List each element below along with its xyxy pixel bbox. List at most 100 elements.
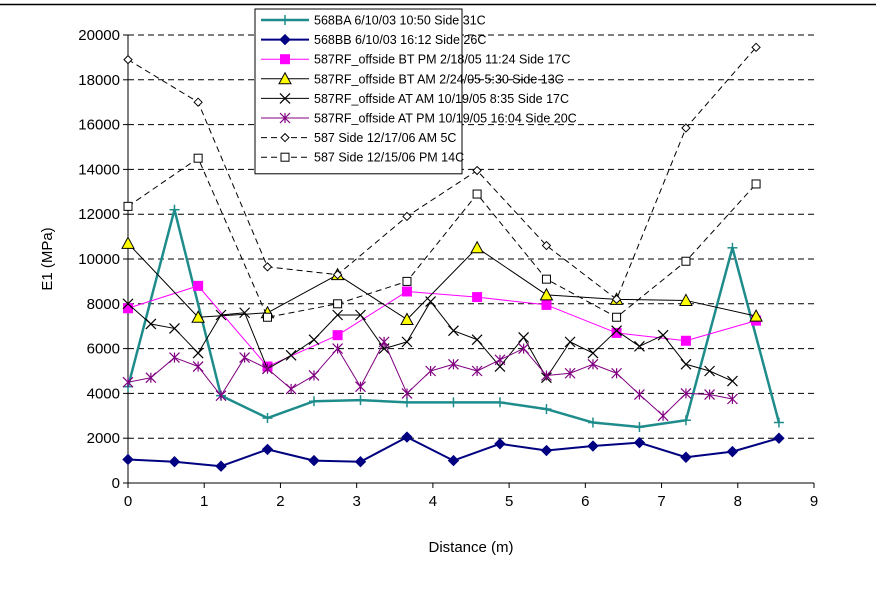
series-1: [123, 204, 784, 432]
legend-item: 587RF_offside AT PM 10/19/05 16:04 Side …: [261, 112, 577, 126]
data-point: [541, 404, 552, 415]
data-point: [308, 370, 320, 381]
data-point: [539, 287, 554, 301]
data-point: [239, 307, 251, 319]
data-point: [215, 390, 227, 402]
data-point: [308, 454, 320, 467]
data-point: [215, 460, 227, 472]
data-point: [448, 358, 459, 370]
data-point: [280, 152, 290, 162]
y-axis-title: E1 (MPa): [39, 227, 56, 290]
legend-label: 587RF_offside AT AM 10/19/05 8:35 Side 1…: [314, 92, 569, 106]
data-point: [193, 280, 204, 291]
data-point: [122, 298, 134, 310]
x-tick-label: 8: [734, 493, 742, 510]
series-5: [122, 296, 738, 387]
data-point: [378, 336, 390, 348]
data-point: [401, 431, 413, 443]
data-point: [727, 242, 738, 253]
series-2: [122, 431, 785, 472]
series-3: [123, 280, 762, 372]
y-tick-label: 0: [112, 475, 120, 492]
data-point: [470, 240, 484, 254]
data-point: [262, 262, 273, 272]
legend-label: 587RF_offside BT AM 2/24/05 5:30 Side 13…: [314, 72, 564, 86]
legend-label: 568BB 6/10/03 16:12 Side 26C: [314, 33, 486, 47]
data-point: [333, 299, 343, 309]
y-tick-label: 6000: [87, 341, 120, 358]
data-point: [680, 415, 691, 426]
x-axis-title: Distance (m): [428, 539, 513, 556]
data-point: [169, 323, 180, 334]
data-point: [727, 393, 738, 405]
data-point: [494, 354, 506, 366]
y-tick-label: 14000: [78, 161, 120, 178]
data-point: [122, 376, 134, 388]
data-point: [239, 352, 251, 363]
data-point: [726, 445, 739, 458]
data-point: [448, 397, 459, 408]
data-point: [402, 276, 412, 286]
data-point: [587, 417, 598, 428]
data-point: [401, 336, 413, 348]
x-tick-label: 5: [505, 493, 513, 510]
data-point: [448, 325, 459, 337]
data-point: [192, 347, 204, 359]
data-point: [634, 422, 645, 432]
data-point: [472, 165, 482, 176]
data-point: [611, 327, 622, 338]
data-point: [611, 294, 622, 305]
legend-item: 587 Side 12/15/06 PM 14C: [261, 151, 464, 165]
data-point: [355, 381, 366, 393]
data-point: [262, 413, 273, 424]
data-point: [541, 274, 551, 284]
data-point: [518, 343, 530, 355]
data-point: [612, 312, 622, 322]
data-point: [751, 42, 761, 53]
data-point: [401, 387, 413, 399]
data-point: [471, 334, 483, 346]
data-point: [704, 365, 715, 377]
data-point: [751, 179, 761, 189]
data-point: [193, 153, 203, 163]
data-point: [279, 33, 291, 46]
data-point: [657, 329, 669, 341]
data-point: [471, 365, 483, 377]
data-point: [680, 358, 692, 370]
y-tick-label: 2000: [87, 430, 120, 447]
data-point: [280, 54, 290, 65]
data-point: [169, 352, 180, 363]
data-point: [540, 444, 553, 457]
data-point: [279, 112, 291, 124]
data-point: [280, 132, 290, 143]
data-point: [285, 349, 297, 361]
data-point: [261, 443, 274, 456]
data-point: [401, 397, 412, 408]
data-point: [727, 375, 738, 387]
data-point: [564, 336, 576, 348]
data-point: [280, 15, 290, 25]
data-point: [679, 293, 693, 306]
data-point: [773, 432, 785, 444]
x-tick-label: 2: [276, 493, 284, 510]
legend-label: 587 Side 12/17/06 AM 5C: [314, 131, 456, 145]
data-point: [494, 438, 506, 450]
data-point: [680, 387, 692, 399]
data-point: [401, 286, 412, 297]
data-point: [145, 318, 157, 330]
data-point: [332, 343, 344, 355]
data-point: [123, 201, 133, 211]
legend-label: 587RF_offside BT PM 2/18/05 11:24 Side 1…: [314, 53, 570, 67]
x-tick-label: 3: [352, 493, 360, 510]
axes: [123, 34, 815, 488]
series-4: [121, 236, 763, 325]
x-tick-label: 9: [810, 493, 818, 510]
data-point: [518, 331, 530, 343]
data-point: [472, 292, 483, 303]
data-point: [332, 330, 343, 341]
data-point: [425, 296, 437, 307]
data-point: [749, 309, 763, 322]
data-point: [168, 456, 181, 468]
x-tick-label: 0: [124, 493, 132, 510]
legend-item: 587 Side 12/17/06 AM 5C: [261, 131, 456, 145]
